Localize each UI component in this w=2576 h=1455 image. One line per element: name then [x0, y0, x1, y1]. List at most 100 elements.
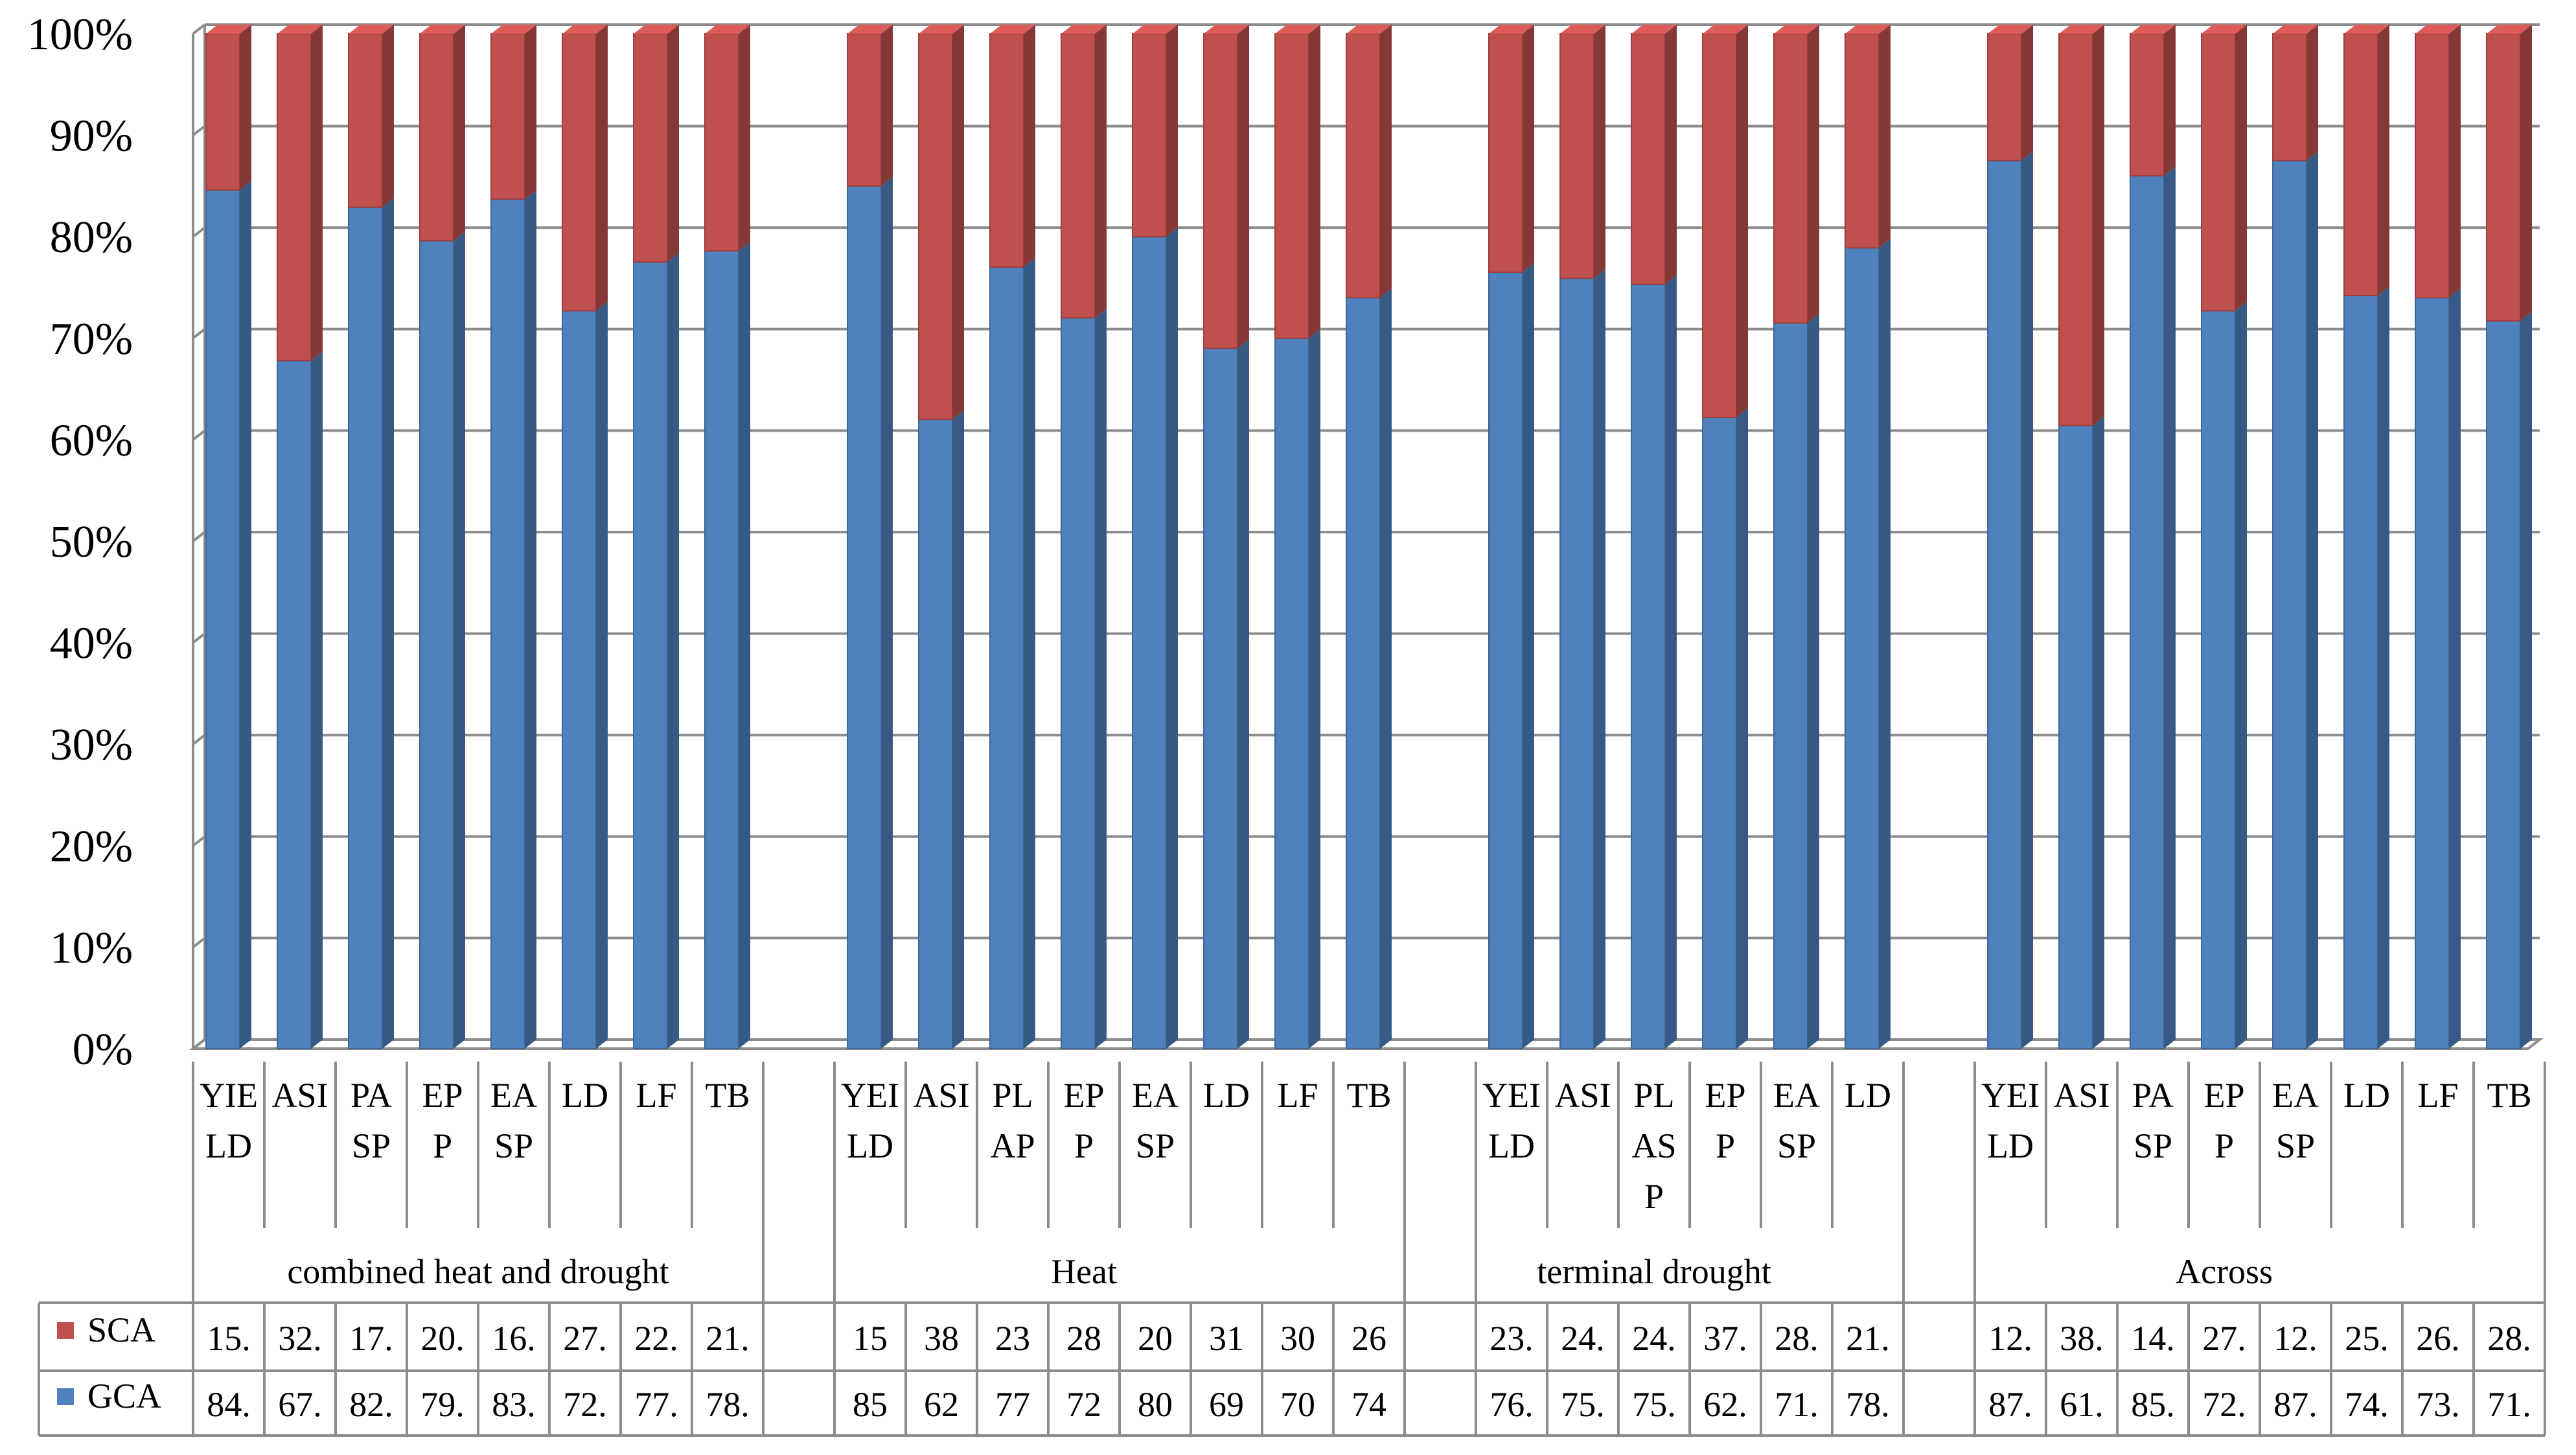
category-label: P — [433, 1126, 452, 1165]
table-value-gca: 71. — [2487, 1385, 2531, 1424]
bar-sca-side — [2093, 25, 2104, 426]
bar-sca — [1203, 33, 1238, 349]
bar-sca — [989, 33, 1024, 268]
category-label: AP — [990, 1126, 1035, 1165]
table-value-gca: 80 — [1138, 1385, 1173, 1424]
group-label: Heat — [1051, 1252, 1117, 1291]
table-value-sca: 20. — [420, 1319, 465, 1358]
bar-gca — [205, 189, 240, 1050]
table-value-gca: 77. — [634, 1385, 678, 1424]
table-value-sca: 12. — [1988, 1319, 2032, 1358]
category-label: ASI — [271, 1076, 328, 1115]
bar-gca-side — [1024, 258, 1035, 1049]
bar-sca — [2343, 33, 2378, 297]
bar-gca-side — [2093, 416, 2104, 1049]
bar-gca-side — [1808, 314, 1819, 1049]
gridline-diag — [192, 23, 206, 35]
bar-gca-side — [1879, 239, 1891, 1049]
category-label: LD — [1987, 1126, 2034, 1165]
bar-sca-side — [1808, 25, 1819, 323]
category-label: EA — [2272, 1076, 2319, 1115]
bar-gca — [419, 240, 454, 1049]
table-value-gca: 87. — [1988, 1385, 2032, 1424]
bar-sca — [2415, 33, 2450, 299]
bar-gca-side — [382, 198, 394, 1049]
category-label: SP — [2133, 1126, 2172, 1165]
bar-sca-side — [525, 25, 536, 200]
bar-sca-side — [596, 25, 608, 311]
bar-sca — [704, 33, 739, 252]
bar-sca-side — [881, 25, 893, 186]
bar-sca — [2201, 33, 2236, 312]
table-value-sca: 28 — [1066, 1319, 1101, 1358]
bar-sca — [918, 33, 953, 421]
table-value-sca: 16. — [492, 1319, 536, 1358]
bar-sca-top — [1560, 25, 1605, 34]
bar-gca-side — [2378, 286, 2389, 1049]
category-label: AS — [1631, 1126, 1676, 1165]
bar-sca — [2486, 33, 2521, 322]
gridline-diag — [192, 226, 206, 238]
table-value-gca: 87. — [2273, 1385, 2317, 1424]
y-tick-label: 30% — [50, 720, 133, 770]
y-tick-label: 80% — [50, 213, 133, 262]
legend-swatch-gca — [57, 1388, 74, 1405]
bar-sca-top — [277, 25, 323, 34]
category-label: TB — [2487, 1076, 2531, 1115]
category-label: EP — [1705, 1076, 1745, 1115]
category-label: PL — [1633, 1076, 1674, 1115]
table-value-gca: 70 — [1280, 1385, 1315, 1424]
bar-gca — [633, 261, 668, 1050]
category-label: LF — [1277, 1076, 1318, 1115]
bar-sca-top — [206, 25, 251, 34]
bar-gca — [704, 250, 739, 1049]
category-label: LD — [562, 1076, 608, 1115]
table-value-gca: 82. — [349, 1385, 393, 1424]
bar-gca — [2130, 175, 2165, 1049]
bar-sca-side — [739, 25, 750, 251]
category-label: YEI — [841, 1076, 899, 1115]
bar-gca — [1702, 416, 1737, 1049]
bar-gca-side — [1665, 275, 1677, 1049]
table-value-sca: 22. — [634, 1319, 678, 1358]
category-label: EA — [1773, 1076, 1820, 1115]
bar-sca-top — [2487, 25, 2532, 34]
bar-sca — [1061, 33, 1096, 319]
bar-gca — [989, 266, 1024, 1049]
bar-sca-top — [2273, 25, 2318, 34]
bar-sca — [562, 33, 597, 312]
gridline-diag — [192, 531, 206, 542]
table-value-gca: 78. — [1846, 1385, 1890, 1424]
bar-sca-side — [1024, 25, 1035, 268]
y-tick-label: 20% — [50, 822, 133, 872]
bar-sca — [2272, 33, 2307, 161]
bar-gca — [2343, 295, 2378, 1050]
bar-sca — [1702, 33, 1737, 418]
table-value-sca: 27. — [2202, 1319, 2246, 1358]
table-value-gca: 78. — [706, 1385, 750, 1424]
category-label: P — [1074, 1126, 1094, 1165]
bar-sca — [1987, 33, 2022, 161]
bar-sca-top — [2130, 25, 2176, 34]
category-label: SP — [2276, 1126, 2315, 1165]
bar-sca-side — [1166, 25, 1178, 237]
bar-sca — [1631, 33, 1666, 285]
table-value-sca: 21. — [1846, 1319, 1890, 1358]
table-value-sca: 28. — [1775, 1319, 1819, 1358]
table-value-gca: 72 — [1066, 1385, 1101, 1424]
table-value-sca: 15 — [853, 1319, 888, 1358]
bar-gca-side — [311, 351, 323, 1049]
bar-sca-top — [705, 25, 750, 34]
bar-gca-side — [1380, 288, 1392, 1049]
bar-gca — [2058, 425, 2093, 1049]
table-value-sca: 20 — [1138, 1319, 1173, 1358]
table-value-sca: 23 — [995, 1319, 1030, 1358]
bar-gca-side — [1237, 339, 1249, 1049]
category-label: PL — [992, 1076, 1033, 1115]
table-value-gca: 83. — [492, 1385, 536, 1424]
bar-sca-top — [2059, 25, 2104, 34]
table-value-gca: 74 — [1351, 1385, 1386, 1424]
table-value-gca: 74. — [2345, 1385, 2389, 1424]
bar-sca-side — [1523, 25, 1534, 273]
bar-gca-side — [881, 176, 893, 1049]
